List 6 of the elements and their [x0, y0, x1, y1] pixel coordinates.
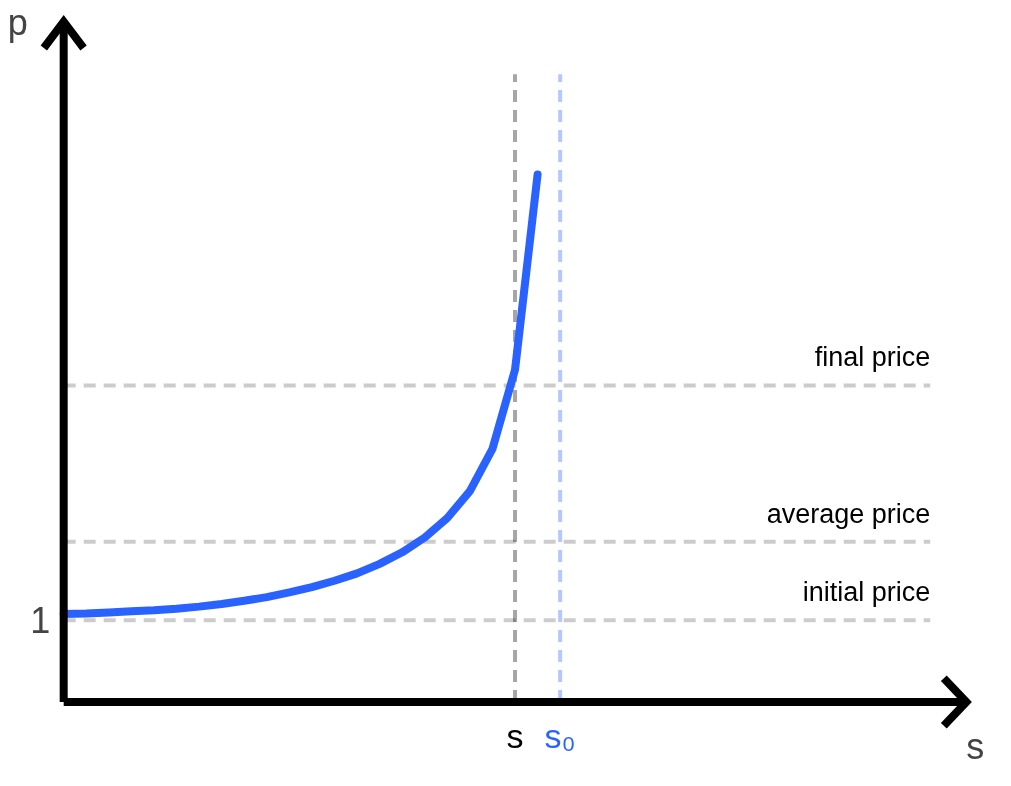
ref-line-label: average price — [766, 498, 931, 529]
text: 1 — [30, 600, 51, 642]
x-tick-label: s₀ — [544, 716, 576, 755]
y-axis-title: p — [7, 1, 28, 43]
ref-line-label: final price — [814, 342, 931, 373]
ref-line-label: initial price — [802, 577, 931, 608]
